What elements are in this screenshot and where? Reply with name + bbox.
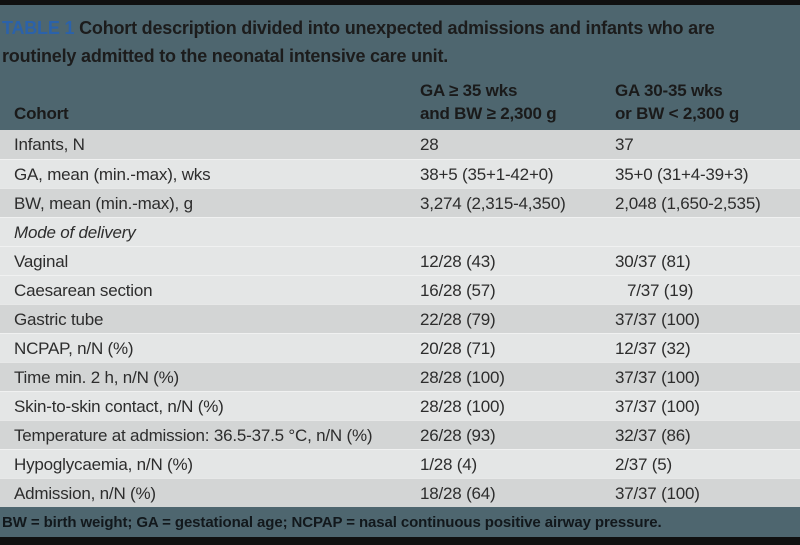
row-label-cell: Mode of delivery [14, 223, 136, 242]
group1-value-cell [420, 218, 615, 246]
row-label-cell: Infants, N [14, 135, 85, 154]
group2-header-line1: GA 30-35 wks [615, 81, 723, 100]
group2-value-cell: 2/37 (5) [615, 455, 672, 474]
row-label-cell: Skin-to-skin contact, n/N (%) [14, 397, 224, 416]
table-row: Vaginal 12/28 (43) 30/37 (81) [0, 246, 800, 275]
row-label-cell: Gastric tube [14, 310, 104, 329]
row-label-cell: Time min. 2 h, n/N (%) [14, 368, 180, 387]
table-row: Hypoglycaemia, n/N (%) 1/28 (4) 2/37 (5) [0, 449, 800, 478]
group1-value-cell: 12/28 (43) [420, 252, 496, 271]
group2-value-cell: 2,048 (1,650-2,535) [615, 194, 761, 213]
table-row: Infants, N 28 37 [0, 130, 800, 159]
group2-value-cell: 37 [615, 135, 634, 154]
bottom-rule [0, 537, 800, 545]
column-header-group1: GA ≥ 35 wks and BW ≥ 2,300 g [420, 79, 615, 125]
table-row: Temperature at admission: 36.5-37.5 °C, … [0, 420, 800, 449]
group1-value-cell: 18/28 (64) [420, 484, 496, 503]
table-number-label: TABLE 1 [2, 18, 75, 38]
group1-value-cell: 3,274 (2,315-4,350) [420, 194, 566, 213]
row-label-cell: Hypoglycaemia, n/N (%) [14, 455, 193, 474]
table-row: Skin-to-skin contact, n/N (%) 28/28 (100… [0, 391, 800, 420]
group2-value-cell: 37/37 (100) [615, 368, 700, 387]
row-label-cell: Admission, n/N (%) [14, 484, 156, 503]
group1-value-cell: 22/28 (79) [420, 310, 496, 329]
row-label-cell: BW, mean (min.-max), g [14, 194, 193, 213]
table-row: BW, mean (min.-max), g 3,274 (2,315-4,35… [0, 188, 800, 217]
group1-value-cell: 1/28 (4) [420, 455, 477, 474]
table-row: Admission, n/N (%) 18/28 (64) 37/37 (100… [0, 478, 800, 507]
group2-value-cell: 32/37 (86) [615, 426, 691, 445]
row-label-cell: GA, mean (min.-max), wks [14, 165, 211, 184]
footnote-band: BW = birth weight; GA = gestational age;… [0, 507, 800, 537]
table-title-line2: routinely admitted to the neonatal inten… [2, 46, 449, 66]
top-rule [0, 0, 800, 5]
row-label-cell: Caesarean section [14, 281, 153, 300]
group1-header-line1: GA ≥ 35 wks [420, 81, 518, 100]
group2-value-cell: 37/37 (100) [615, 484, 700, 503]
group2-value-cell: 37/37 (100) [615, 397, 700, 416]
group2-value-cell: 37/37 (100) [615, 310, 700, 329]
group1-value-cell: 20/28 (71) [420, 339, 496, 358]
column-header-row: Cohort GA ≥ 35 wks and BW ≥ 2,300 g GA 3… [0, 70, 800, 130]
group2-value-cell: 12/37 (32) [615, 339, 691, 358]
table-row: NCPAP, n/N (%) 20/28 (71) 12/37 (32) [0, 333, 800, 362]
group1-value-cell: 38+5 (35+1-42+0) [420, 165, 554, 184]
table-body: Infants, N 28 37 GA, mean (min.-max), wk… [0, 130, 800, 507]
group2-value-cell: 35+0 (31+4-39+3) [615, 165, 749, 184]
row-label-cell: NCPAP, n/N (%) [14, 339, 134, 358]
table-row: Caesarean section 16/28 (57) 7/37 (19) [0, 275, 800, 304]
table-row: Gastric tube 22/28 (79) 37/37 (100) [0, 304, 800, 333]
table-title: TABLE 1 Cohort description divided into … [0, 5, 800, 70]
table-row: GA, mean (min.-max), wks 38+5 (35+1-42+0… [0, 159, 800, 188]
footnote-text: BW = birth weight; GA = gestational age;… [2, 513, 662, 531]
column-header-group2: GA 30-35 wks or BW < 2,300 g [615, 79, 800, 125]
group1-value-cell: 28/28 (100) [420, 397, 505, 416]
row-label-cell: Temperature at admission: 36.5-37.5 °C, … [14, 426, 373, 445]
group1-value-cell: 28/28 (100) [420, 368, 505, 387]
group1-value-cell: 26/28 (93) [420, 426, 496, 445]
row-label-cell: Vaginal [14, 252, 69, 271]
group2-header-line2: or BW < 2,300 g [615, 104, 740, 123]
table-row: Mode of delivery [0, 217, 800, 246]
table-row: Time min. 2 h, n/N (%) 28/28 (100) 37/37… [0, 362, 800, 391]
group2-value-cell: 7/37 (19) [627, 281, 694, 300]
group1-value-cell: 28 [420, 135, 439, 154]
table-title-line1: Cohort description divided into unexpect… [79, 18, 715, 38]
column-header-cohort: Cohort [14, 104, 69, 123]
group1-header-line2: and BW ≥ 2,300 g [420, 104, 557, 123]
group2-value-cell [615, 218, 800, 246]
group1-value-cell: 16/28 (57) [420, 281, 496, 300]
group2-value-cell: 30/37 (81) [615, 252, 691, 271]
